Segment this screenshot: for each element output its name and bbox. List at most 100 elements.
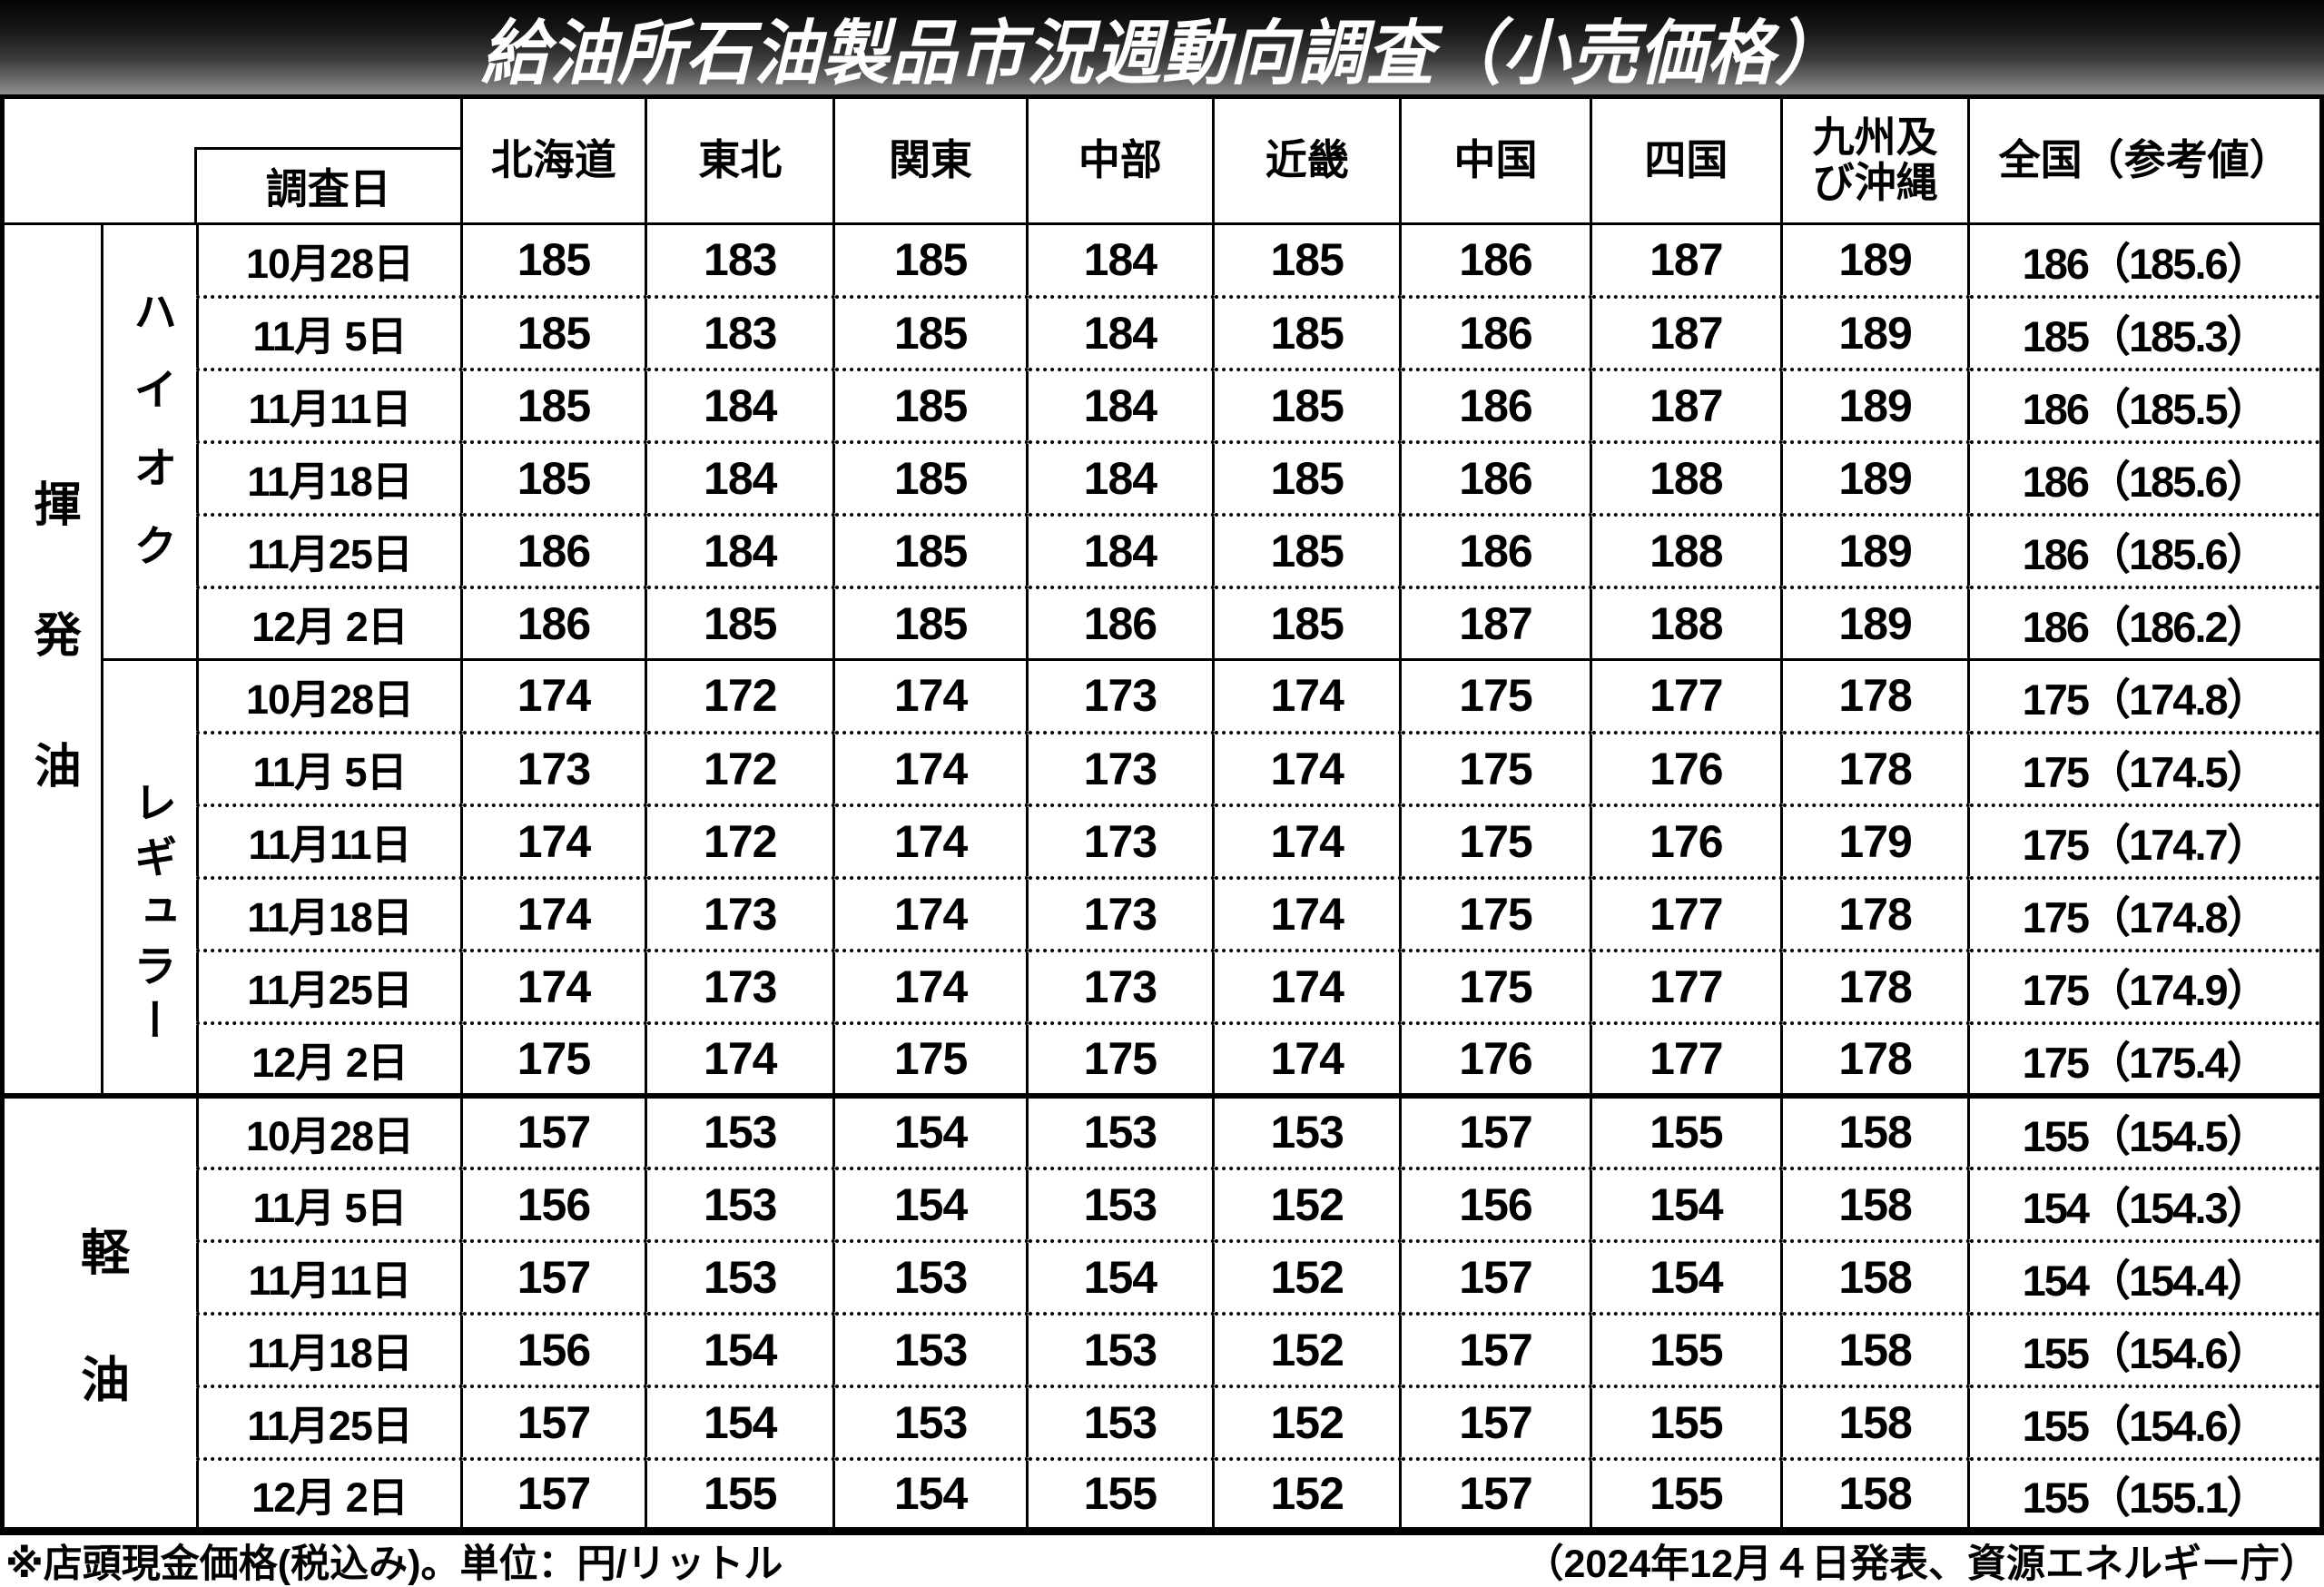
price-cell: 177 — [1589, 658, 1783, 734]
date-cell: 10月28日 — [196, 658, 463, 734]
price-cell: 156 — [459, 1311, 648, 1387]
nationwide-price-cell: 155（155.1） — [1967, 1456, 2323, 1533]
nationwide-price-cell: 154（154.4） — [1967, 1238, 2323, 1315]
price-cell: 189 — [1779, 585, 1971, 661]
price-cell: 185 — [1212, 367, 1403, 443]
price-cell: 185 — [1212, 585, 1403, 661]
price-cell: 154 — [832, 1456, 1029, 1533]
price-cell: 174 — [645, 1020, 836, 1097]
price-cell: 172 — [645, 803, 836, 879]
price-cell: 153 — [1025, 1384, 1216, 1460]
price-cell: 186 — [459, 585, 648, 661]
table-row: 12月 2日 175 174 175 175 174 176 177 178 1… — [3, 1020, 2323, 1097]
price-cell: 183 — [645, 222, 836, 298]
title-bar: 給油所石油製品市況週動向調査（小売価格） — [0, 0, 2324, 94]
price-cell: 186 — [1399, 439, 1592, 516]
price-cell: 157 — [459, 1092, 648, 1169]
price-cell: 186 — [1399, 512, 1592, 588]
price-cell: 158 — [1779, 1092, 1971, 1169]
price-cell: 186 — [1399, 222, 1592, 298]
nationwide-price-cell: 186（185.6） — [1967, 512, 2323, 588]
price-cell: 155 — [1589, 1311, 1783, 1387]
date-cell: 11月18日 — [196, 875, 463, 951]
price-cell: 153 — [645, 1166, 836, 1242]
price-cell: 157 — [459, 1238, 648, 1315]
price-cell: 152 — [1212, 1166, 1403, 1242]
nationwide-price-cell: 155（154.6） — [1967, 1384, 2323, 1460]
region-header-nationwide: 全国（参考値） — [1967, 95, 2323, 225]
price-cell: 176 — [1399, 1020, 1592, 1097]
table-row: 11月11日 185 184 185 184 185 186 187 189 1… — [3, 367, 2323, 443]
price-cell: 154 — [832, 1166, 1029, 1242]
price-cell: 155 — [1025, 1456, 1216, 1533]
price-cell: 185 — [832, 585, 1029, 661]
price-cell: 174 — [459, 948, 648, 1024]
price-cell: 178 — [1779, 730, 1971, 806]
price-cell: 157 — [1399, 1456, 1592, 1533]
date-cell: 10月28日 — [196, 222, 463, 298]
price-cell: 185 — [832, 512, 1029, 588]
table-row: レギュラー 10月28日 174 172 174 173 174 175 177… — [3, 658, 2323, 1097]
price-cell: 186 — [1399, 294, 1592, 370]
price-cell: 154 — [1589, 1238, 1783, 1315]
price-cell: 188 — [1589, 512, 1783, 588]
price-cell: 175 — [459, 1020, 648, 1097]
category-label-gasoline: 揮発油 — [0, 222, 104, 1097]
subcategory-label-premium: ハイオク — [101, 222, 200, 661]
date-cell: 11月11日 — [196, 1238, 463, 1315]
region-header-hokkaido: 北海道 — [459, 95, 648, 225]
price-cell: 157 — [1399, 1238, 1592, 1315]
price-cell: 173 — [645, 875, 836, 951]
price-cell: 153 — [1025, 1092, 1216, 1169]
price-cell: 153 — [1025, 1166, 1216, 1242]
price-cell: 154 — [1589, 1166, 1783, 1242]
price-cell: 185 — [645, 585, 836, 661]
price-cell: 157 — [459, 1384, 648, 1460]
price-cell: 183 — [645, 294, 836, 370]
price-cell: 155 — [1589, 1384, 1783, 1460]
date-cell: 11月25日 — [196, 948, 463, 1024]
price-cell: 186 — [1025, 585, 1216, 661]
date-cell: 11月 5日 — [196, 294, 463, 370]
price-cell: 154 — [645, 1384, 836, 1460]
price-cell: 185 — [832, 294, 1029, 370]
price-cell: 187 — [1399, 585, 1592, 661]
price-cell: 173 — [1025, 948, 1216, 1024]
table-row: 11月11日 157 153 153 154 152 157 154 158 1… — [3, 1238, 2323, 1315]
region-header-chugoku: 中国 — [1399, 95, 1592, 225]
price-cell: 185 — [1212, 294, 1403, 370]
table-row: 軽油 10月28日 157 153 154 153 153 157 155 15… — [0, 1092, 2323, 1533]
price-cell: 153 — [645, 1092, 836, 1169]
nationwide-price-cell: 155（154.5） — [1967, 1092, 2323, 1169]
category-label-gasoline-text: 揮発油 — [26, 479, 80, 872]
footer: ※店頭現金価格(税込み)。単位：円/リットル （2024年12月４日発表、資源エ… — [0, 1535, 2324, 1586]
price-cell: 173 — [459, 730, 648, 806]
subcategory-label-premium-text: ハイオク — [126, 289, 175, 601]
table-row: 11月18日 185 184 185 184 185 186 188 189 1… — [3, 439, 2323, 516]
price-cell: 174 — [1212, 730, 1403, 806]
price-cell: 154 — [1025, 1238, 1216, 1315]
price-cell: 185 — [459, 439, 648, 516]
price-cell: 177 — [1589, 948, 1783, 1024]
price-cell: 152 — [1212, 1238, 1403, 1315]
price-cell: 174 — [832, 948, 1029, 1024]
date-cell: 11月11日 — [196, 803, 463, 879]
price-cell: 173 — [1025, 875, 1216, 951]
nationwide-price-cell: 186（185.6） — [1967, 439, 2323, 516]
price-cell: 152 — [1212, 1384, 1403, 1460]
price-cell: 153 — [645, 1238, 836, 1315]
price-cell: 187 — [1589, 367, 1783, 443]
price-cell: 187 — [1589, 222, 1783, 298]
price-cell: 175 — [1399, 875, 1592, 951]
price-cell: 175 — [832, 1020, 1029, 1097]
price-cell: 177 — [1589, 875, 1783, 951]
date-cell: 12月 2日 — [196, 585, 463, 661]
price-cell: 155 — [645, 1456, 836, 1533]
price-cell: 178 — [1779, 948, 1971, 1024]
date-cell: 11月25日 — [196, 512, 463, 588]
date-cell: 11月18日 — [196, 1311, 463, 1387]
nationwide-price-cell: 155（154.6） — [1967, 1311, 2323, 1387]
date-cell: 11月25日 — [196, 1384, 463, 1460]
date-cell: 11月11日 — [196, 367, 463, 443]
